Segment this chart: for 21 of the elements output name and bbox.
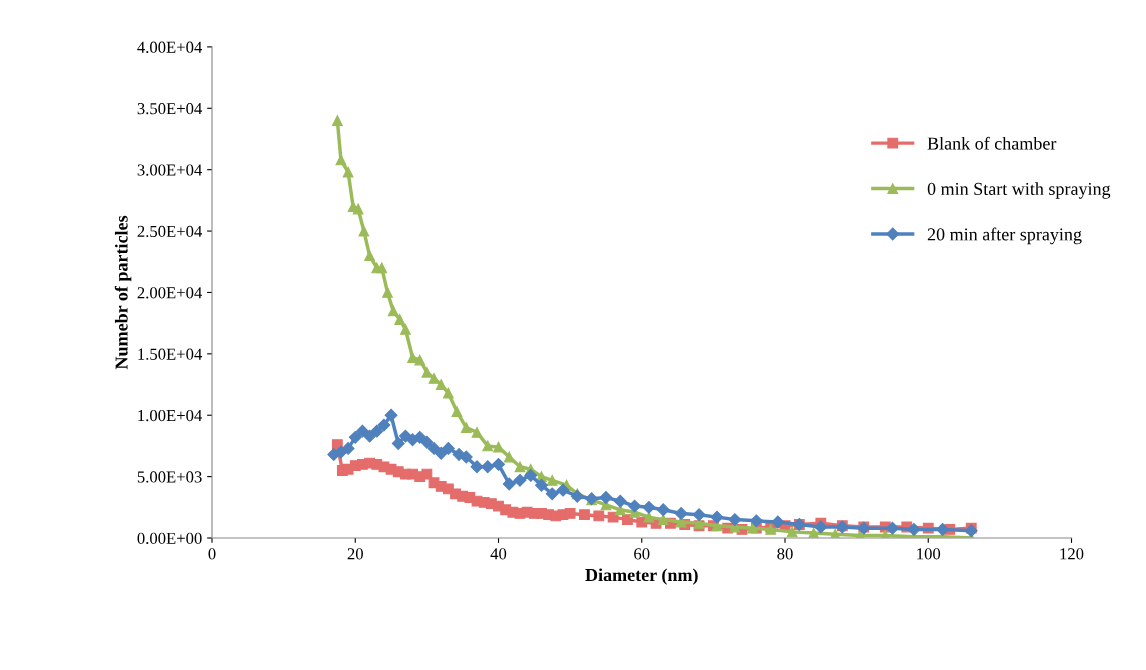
y-tick-label: 2.00E+04 <box>137 287 203 299</box>
y-axis-title: Numebr of particles <box>114 215 132 370</box>
x-tick-label: 80 <box>777 548 793 560</box>
x-tick-label: 20 <box>347 548 363 560</box>
y-tick-label: 2.50E+04 <box>137 225 203 238</box>
x-tick-label: 0 <box>208 548 216 560</box>
legend-label: Blank of chamber <box>927 136 1057 150</box>
y-tick-label: 1.50E+04 <box>138 348 203 360</box>
y-tick-label: 3.00E+04 <box>137 164 203 176</box>
y-tick-label: 3.50E+04 <box>137 102 203 115</box>
x-tick-label: 120 <box>1060 548 1084 560</box>
y-tick-label: 0.00E+00 <box>137 532 202 545</box>
legend-label: 20 min after spraying <box>927 227 1082 245</box>
x-tick-label: 60 <box>634 548 650 560</box>
x-tick-label: 40 <box>490 548 507 560</box>
x-tick-label: 100 <box>917 548 941 560</box>
y-tick-label: 4.00E+04 <box>137 41 203 53</box>
x-axis-title: Diameter (nm) <box>585 568 698 585</box>
y-tick-label: 5.00E+03 <box>137 471 202 483</box>
legend-label: 0 min Start with spraying <box>927 182 1111 199</box>
y-tick-label: 1.00E+04 <box>138 409 203 422</box>
